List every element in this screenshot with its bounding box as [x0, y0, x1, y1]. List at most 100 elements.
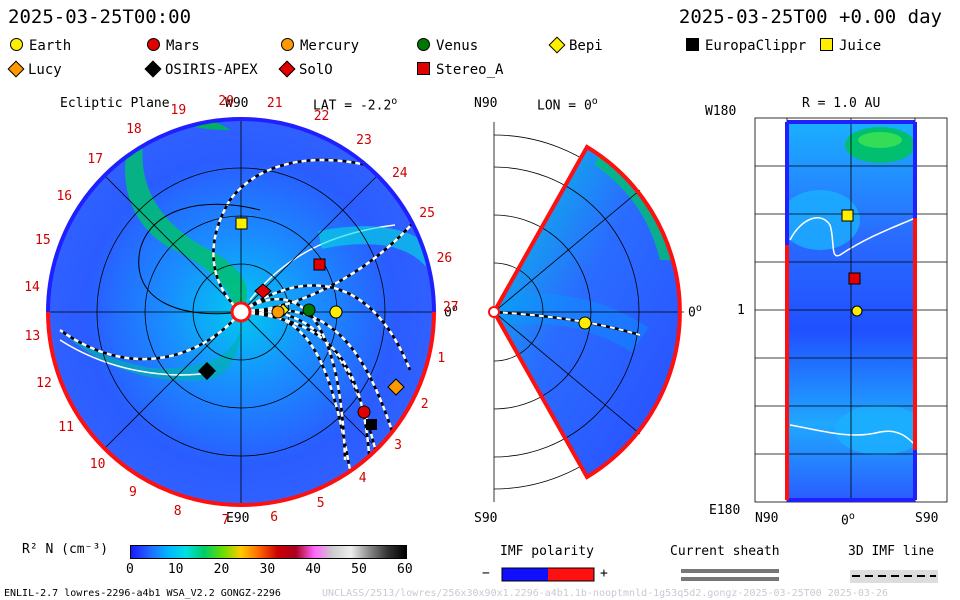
carrington-label: 14: [24, 280, 40, 296]
map-x-left-label: N90: [755, 511, 779, 526]
carrington-label: 17: [87, 151, 104, 167]
timestamp: 2025-03-25T00:00: [8, 6, 192, 28]
current-sheath-label: Current sheath: [670, 544, 780, 559]
carrington-label: 3: [394, 437, 402, 453]
legend-item: Juice: [820, 38, 881, 54]
forecast-time: 2025-03-25T00 +0.00 day: [678, 6, 942, 28]
colorbar-tick-label: 30: [259, 562, 276, 577]
ecliptic-right-label: 0o: [444, 303, 458, 321]
carrington-label: 27: [442, 299, 459, 315]
colorbar: [130, 545, 407, 559]
legend-label: Lucy: [28, 62, 62, 78]
circle-icon: [417, 38, 430, 51]
earth-marker-map: [851, 305, 863, 317]
legend-item: Mercury: [281, 38, 359, 54]
carrington-label: 21: [266, 95, 283, 111]
solo-marker: [254, 283, 272, 299]
legend-item: Venus: [417, 38, 478, 54]
venus-marker: [302, 303, 316, 317]
carrington-label: 15: [35, 232, 51, 248]
carrington-label: 11: [58, 419, 74, 435]
legend-label: Bepi: [569, 38, 603, 54]
carrington-label: 22: [313, 109, 330, 125]
carrington-label: 1: [437, 351, 446, 367]
legend-item: SolO: [278, 60, 333, 78]
footer-run-info: UNCLASS/2513/lowres/256x30x90x1.2296-a4b…: [322, 588, 888, 599]
colorbar-tick-label: 60: [397, 562, 413, 577]
polarity-plus: +: [600, 566, 608, 581]
lucy-marker: [387, 378, 405, 396]
circle-icon: [281, 38, 294, 51]
au-map-panel: [754, 117, 948, 503]
square-icon: [686, 38, 699, 51]
legend-label: Juice: [839, 38, 882, 54]
legend-label: Earth: [29, 38, 72, 54]
map-bottom-left-label: E180: [709, 503, 741, 518]
carrington-label: 18: [126, 122, 142, 138]
carrington-label: 16: [56, 189, 73, 205]
meridional-bottom-label: S90: [474, 511, 498, 526]
juice-marker-map: [841, 209, 854, 222]
stereo-a-marker-map: [848, 272, 861, 285]
stereo-a-marker: [313, 258, 326, 271]
legend-item: Earth: [10, 38, 71, 54]
legend-item: Stereo_A: [417, 62, 503, 78]
ecliptic-bottom-label: E90: [226, 511, 250, 526]
carrington-label: 19: [170, 102, 187, 118]
colorbar-tick-label: 20: [213, 562, 230, 577]
earth-marker: [329, 305, 343, 319]
meridional-right-label: 0o: [688, 303, 702, 321]
carrington-label: 25: [419, 206, 435, 222]
meridional-panel: [488, 122, 684, 502]
imf-line-label: 3D IMF line: [848, 544, 935, 559]
carrington-label: 2: [420, 397, 429, 413]
meridional-top-label: N90: [474, 96, 498, 111]
legend-label: Stereo_A: [436, 62, 504, 78]
circle-icon: [147, 38, 160, 51]
mercury-marker: [271, 305, 285, 319]
footer-model-info: ENLIL-2.7 lowres-2296-a4b1 WSA_V2.2 GONG…: [4, 588, 281, 599]
map-mid-left-label: 1: [737, 303, 745, 318]
carrington-label: 4: [358, 471, 367, 487]
legend-label: Mars: [166, 38, 200, 54]
legend-label: Mercury: [300, 38, 360, 54]
circle-icon: [10, 38, 23, 51]
juice-marker: [235, 217, 248, 230]
legend-item: Mars: [147, 38, 200, 54]
map-top-left-label: W180: [705, 104, 737, 119]
legend-item: Bepi: [548, 36, 603, 54]
lat-label: LAT = -2.2o: [313, 96, 398, 114]
ecliptic-panel: [46, 117, 436, 507]
carrington-label: 6: [270, 509, 279, 525]
carrington-label: 8: [173, 504, 182, 520]
colorbar-tick-label: 50: [351, 562, 367, 577]
legend-label: OSIRIS-APEX: [165, 62, 258, 78]
ecliptic-top-label: W90: [225, 96, 249, 111]
carrington-label: 26: [436, 251, 453, 267]
carrington-label: 13: [24, 328, 41, 344]
carrington-label: 7: [221, 512, 230, 528]
carrington-label: 24: [391, 165, 408, 181]
carrington-label: 20: [218, 93, 234, 109]
imf-polarity-label: IMF polarity: [500, 544, 594, 559]
map-x-right-label: S90: [915, 511, 939, 526]
carrington-label: 12: [36, 376, 52, 392]
colorbar-tick-label: 0: [126, 562, 134, 577]
legend-item: Lucy: [7, 60, 62, 78]
legend-label: EuropaClippr: [705, 38, 807, 54]
mars-marker: [357, 405, 371, 419]
colorbar-tick-label: 40: [305, 562, 321, 577]
legend-item: EuropaClippr: [686, 38, 806, 54]
legend-item: OSIRIS-APEX: [144, 60, 258, 78]
lon-label: LON = 0o: [537, 96, 598, 114]
carrington-label: 9: [128, 485, 137, 501]
earth-marker-meridional: [578, 316, 592, 330]
map-title: R = 1.0 AU: [802, 96, 881, 111]
carrington-label: 10: [89, 456, 106, 472]
colorbar-tick-label: 10: [167, 562, 184, 577]
colorbar-label: R² N (cm⁻³): [22, 542, 109, 557]
legend-label: SolO: [299, 62, 333, 78]
europa-clipper-marker: [366, 419, 377, 430]
square-icon: [820, 38, 833, 51]
